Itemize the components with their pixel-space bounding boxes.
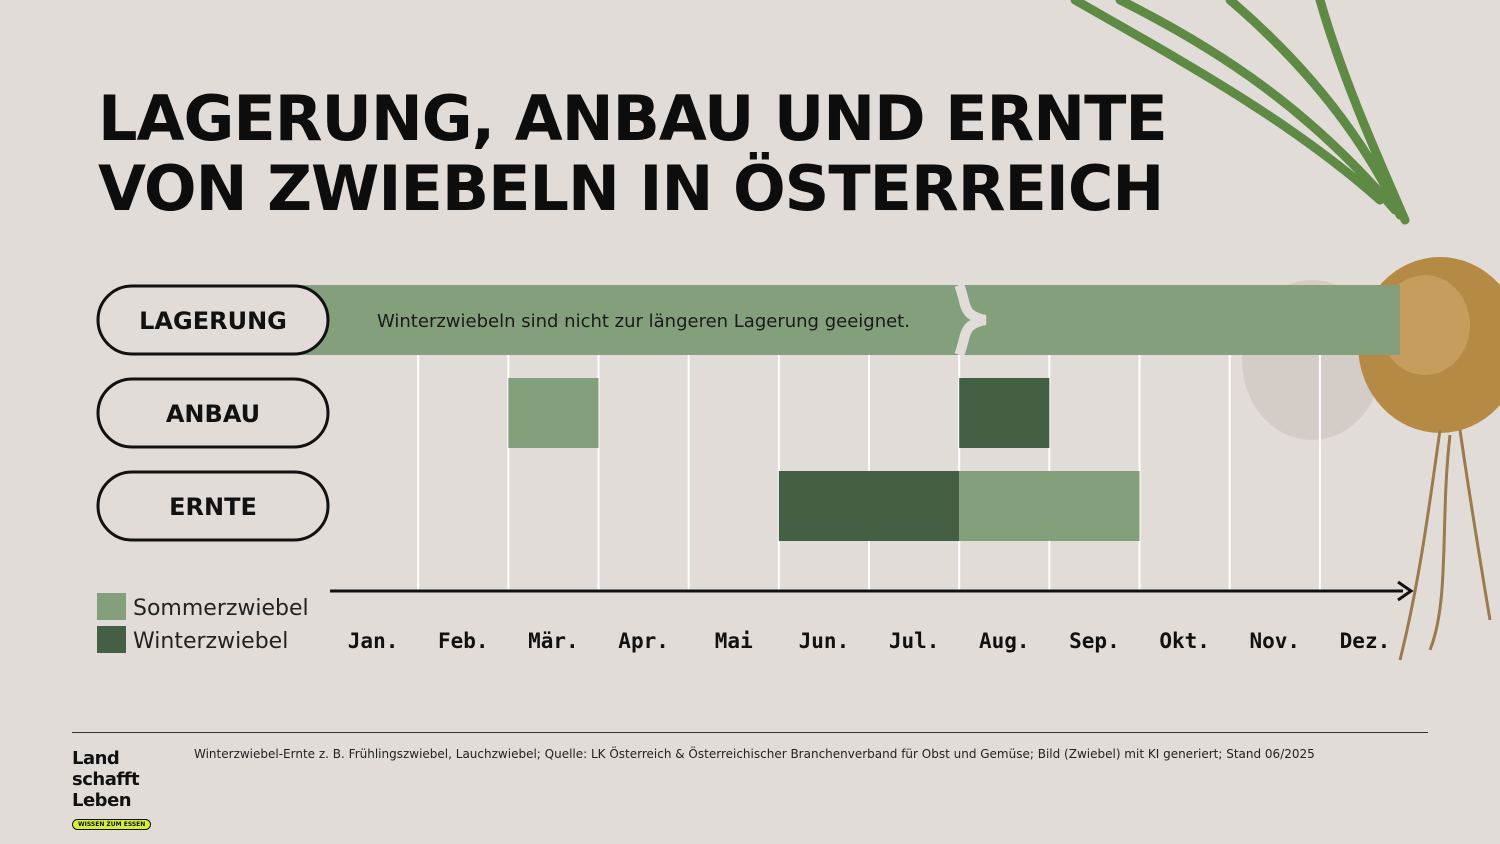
logo-tagline: WISSEN ZUM ESSEN [72, 819, 152, 830]
source-note: Winterzwiebel-Ernte z. B. Frühlingszwieb… [194, 747, 1315, 761]
onion-root [1428, 434, 1452, 651]
legend-swatch-winterzwiebel [97, 626, 126, 653]
month-label: Dez. [1340, 629, 1391, 653]
month-label: Jun. [799, 629, 850, 653]
bar-sommerzwiebel-ernte [959, 471, 1140, 541]
legend-label-winterzwiebel: Winterzwiebel [133, 629, 288, 654]
row-label-lagerung: LAGERUNG [139, 307, 287, 335]
legend-label-sommerzwiebel: Sommerzwiebel [133, 596, 309, 621]
bar-winterzwiebel-anbau [959, 378, 1050, 448]
month-label: Mär. [528, 629, 579, 653]
onion-root [1458, 429, 1492, 621]
month-label: Aug. [979, 629, 1030, 653]
axis-arrowhead [1397, 580, 1414, 602]
onion-stem [1225, 0, 1405, 220]
row-pill-anbau [96, 377, 330, 449]
title-line-2: VON ZWIEBELN IN ÖSTERREICH [98, 152, 1164, 225]
bar-winterzwiebel-ernte [778, 471, 960, 541]
onion-stem [1115, 0, 1400, 215]
footer-divider [72, 732, 1428, 733]
logo-line-3: Leben [72, 790, 132, 811]
month-label: Nov. [1249, 629, 1300, 653]
title-line-1: LAGERUNG, ANBAU UND ERNTE [98, 82, 1168, 155]
logo-line-2: schafft [72, 769, 140, 790]
storage-bar [300, 285, 1400, 355]
month-label: Okt. [1159, 629, 1210, 653]
onion-calendar-chart: Winterzwiebeln sind nicht zur längeren L… [96, 0, 1500, 661]
legend-swatch-sommerzwiebel [97, 593, 126, 620]
storage-break-mark [954, 283, 987, 357]
landschafftleben-logo: Land schafft Leben WISSEN ZUM ESSEN [72, 748, 162, 830]
row-pill-ernte [96, 470, 330, 542]
onion-stem [1315, 0, 1410, 225]
row-label-ernte: ERNTE [169, 493, 257, 521]
month-label: Mai [715, 629, 753, 653]
month-label: Jan. [348, 629, 399, 653]
logo-line-1: Land [72, 748, 120, 769]
bar-sommerzwiebel-anbau [508, 378, 599, 448]
month-label: Sep. [1069, 629, 1120, 653]
row-pill-lagerung [96, 284, 330, 356]
onion-root [1398, 429, 1442, 661]
row-label-anbau: ANBAU [166, 400, 260, 428]
storage-note: Winterzwiebeln sind nicht zur längeren L… [377, 311, 910, 332]
month-label: Apr. [618, 629, 669, 653]
month-label: Feb. [438, 629, 489, 653]
month-label: Jul. [889, 629, 940, 653]
onion-stem [1070, 0, 1385, 205]
onion-highlight [1380, 275, 1470, 375]
